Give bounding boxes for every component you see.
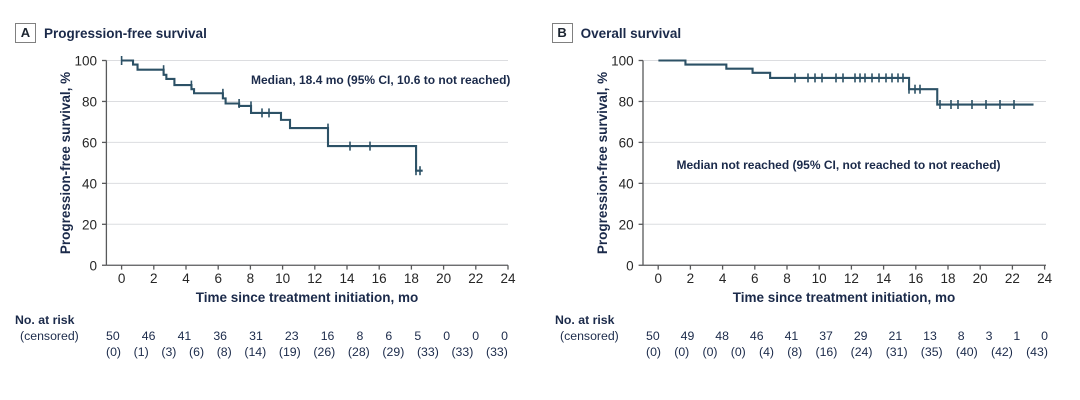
svg-text:Time since treatment initiatio: Time since treatment initiation, mo xyxy=(733,290,956,305)
svg-text:8: 8 xyxy=(247,271,255,286)
svg-text:6: 6 xyxy=(751,271,759,286)
svg-text:20: 20 xyxy=(436,271,451,286)
svg-text:24: 24 xyxy=(1037,271,1053,286)
svg-text:16: 16 xyxy=(372,271,387,286)
svg-text:14: 14 xyxy=(339,271,355,286)
svg-text:4: 4 xyxy=(719,271,727,286)
svg-text:10: 10 xyxy=(275,271,290,286)
svg-text:0: 0 xyxy=(118,271,126,286)
svg-text:40: 40 xyxy=(82,176,97,191)
svg-text:Median, 18.4 mo (95% CI, 10.6: Median, 18.4 mo (95% CI, 10.6 to not rea… xyxy=(251,73,510,87)
svg-text:60: 60 xyxy=(619,135,634,150)
svg-text:Progression-free survival, %: Progression-free survival, % xyxy=(595,72,610,254)
svg-text:8: 8 xyxy=(783,271,791,286)
svg-text:18: 18 xyxy=(404,271,419,286)
svg-text:Median not reached (95% CI, no: Median not reached (95% CI, not reached … xyxy=(676,158,1000,172)
svg-text:16: 16 xyxy=(908,271,923,286)
svg-text:80: 80 xyxy=(619,94,634,109)
svg-text:20: 20 xyxy=(619,217,634,232)
svg-text:2: 2 xyxy=(687,271,695,286)
svg-text:12: 12 xyxy=(307,271,322,286)
svg-text:Time since treatment initiatio: Time since treatment initiation, mo xyxy=(196,290,419,305)
svg-text:6: 6 xyxy=(214,271,222,286)
svg-text:0: 0 xyxy=(89,258,97,273)
svg-text:22: 22 xyxy=(1005,271,1020,286)
svg-text:60: 60 xyxy=(82,135,97,150)
svg-text:20: 20 xyxy=(82,217,97,232)
svg-text:80: 80 xyxy=(82,94,97,109)
svg-text:14: 14 xyxy=(876,271,892,286)
svg-text:22: 22 xyxy=(468,271,483,286)
svg-text:0: 0 xyxy=(654,271,662,286)
svg-text:24: 24 xyxy=(500,271,516,286)
svg-text:2: 2 xyxy=(150,271,158,286)
svg-text:12: 12 xyxy=(844,271,859,286)
svg-text:0: 0 xyxy=(626,258,634,273)
svg-text:100: 100 xyxy=(611,54,634,69)
svg-text:4: 4 xyxy=(182,271,190,286)
svg-text:40: 40 xyxy=(619,176,634,191)
svg-text:10: 10 xyxy=(812,271,827,286)
svg-text:18: 18 xyxy=(940,271,955,286)
svg-text:100: 100 xyxy=(74,54,97,69)
svg-text:Progression-free survival, %: Progression-free survival, % xyxy=(58,72,73,254)
svg-text:20: 20 xyxy=(973,271,988,286)
